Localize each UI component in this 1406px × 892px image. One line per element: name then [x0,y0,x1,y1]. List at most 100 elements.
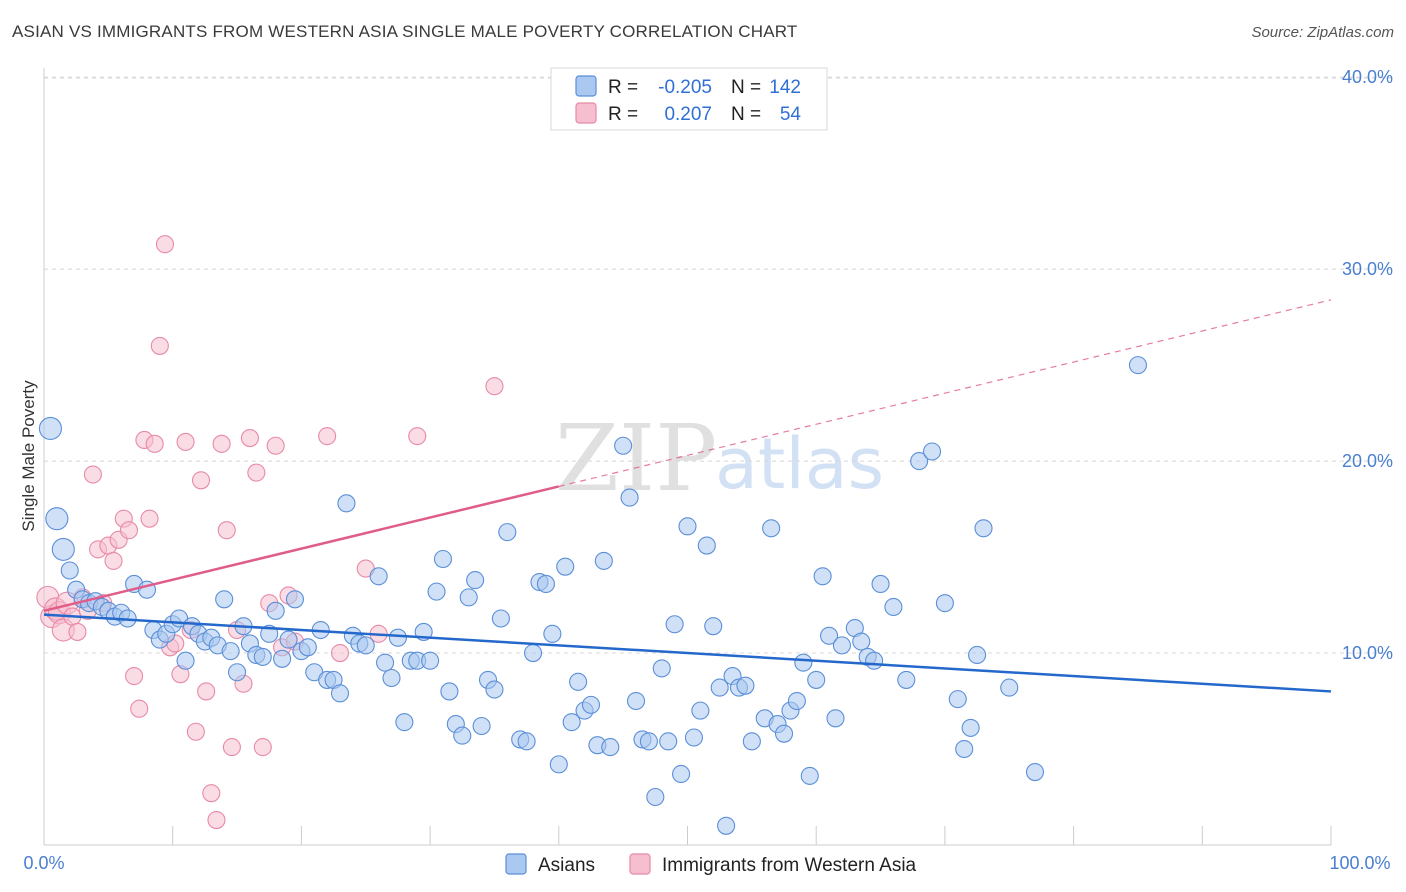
asians-point [395,713,414,732]
asians-point [678,517,697,536]
immigrants-point [222,738,241,757]
bottom-legend-swatch-immigrants [629,853,651,875]
immigrants-point [266,436,285,455]
asians-point [440,682,459,701]
source-label: Source: ZipAtlas.com [1251,24,1394,41]
asians-point [672,764,691,784]
gridlines [44,76,1392,654]
asians-point [974,519,993,538]
watermark-atlas: atlas [715,423,884,505]
immigrants-point [485,377,504,396]
series-immigrants-points [36,235,504,830]
asians-point [273,649,292,668]
bottom-legend-label-asians: Asians [538,855,595,876]
asians-point [549,755,568,774]
immigrants-point [140,509,159,528]
asians-point [813,567,832,586]
asians-point [369,567,388,586]
legend-n-value-1: 142 [769,77,801,98]
asians-point [787,691,806,711]
asians-point [717,816,736,835]
asians-point [517,732,536,751]
asians-point [562,713,581,732]
asians-point [691,701,710,720]
y-tick-label-10: 10.0% [1342,643,1393,663]
immigrants-point [186,722,205,741]
immigrants-point [145,434,164,453]
asians-point [762,519,781,538]
asians-point [594,551,613,570]
asians-point [601,738,620,757]
asians-point [659,732,678,751]
asians-point [639,732,658,751]
asians-point [337,494,356,513]
asians-point [356,636,375,655]
series-legend: Asians Immigrants from Western Asia [505,853,917,876]
immigrants-point [119,521,138,540]
asians-point [472,716,491,736]
x-tick-label-max: 100.0% [1329,853,1390,873]
asians-point [614,436,633,455]
asians-point [697,536,716,555]
asians-point [176,651,195,670]
y-axis-label: Single Male Poverty [19,380,38,532]
watermark: ZIP atlas [555,405,884,512]
immigrants-point [68,622,87,641]
immigrants-point [408,427,427,446]
asians-point [897,670,916,689]
asians-point [794,653,813,672]
asians-point [774,724,794,743]
asians-point [485,680,504,699]
immigrants-point [83,465,102,484]
trend-lines [43,299,1332,693]
legend-swatch-asians [575,75,597,97]
asians-point [684,728,703,747]
immigrants-point [191,471,211,490]
asians-point [884,597,903,617]
asians-point [1128,356,1147,375]
asians-point [491,609,510,628]
asians-point [459,588,478,607]
asians-point [221,642,240,661]
immigrants-point [247,463,266,482]
asians-point [665,615,684,634]
immigrants-point [202,784,221,803]
asians-point [948,690,967,709]
asians-point [1025,763,1045,782]
immigrants-point [207,810,226,830]
asians-point [742,732,761,751]
asians-point [820,626,839,645]
asians-point [646,787,665,807]
asians-point [388,628,407,647]
immigrants-point [197,682,216,701]
asians-point [704,617,723,636]
asians-point [871,574,890,593]
legend-r-label-2: R = [608,104,638,125]
immigrants-point [155,235,175,254]
immigrants-point [240,429,259,448]
asians-point [968,645,987,665]
asians-point [935,594,954,613]
asians-point [330,684,350,703]
legend-r-value-1: -0.205 [658,77,712,98]
asians-point [279,630,298,649]
asians-point [376,653,395,672]
stats-legend-box [550,67,828,131]
asians-point [524,643,543,663]
legend-n-value-2: 54 [780,104,802,125]
asians-point [45,507,69,531]
trend-line-immigrants-dashed [558,299,1332,488]
asians-point [955,739,974,759]
asians-point [832,636,851,655]
asians-point [581,695,601,714]
asians-point [60,561,79,580]
asians-point [453,726,472,745]
asians-point [620,488,639,507]
chart-title: ASIAN VS IMMIGRANTS FROM WESTERN ASIA SI… [12,22,798,41]
asians-point [266,601,285,620]
asians-point [852,632,871,651]
x-tick-label-min: 0.0% [23,853,64,873]
y-tick-labels: 10.0% 20.0% 30.0% 40.0% [1342,67,1393,663]
asians-point [736,676,755,695]
